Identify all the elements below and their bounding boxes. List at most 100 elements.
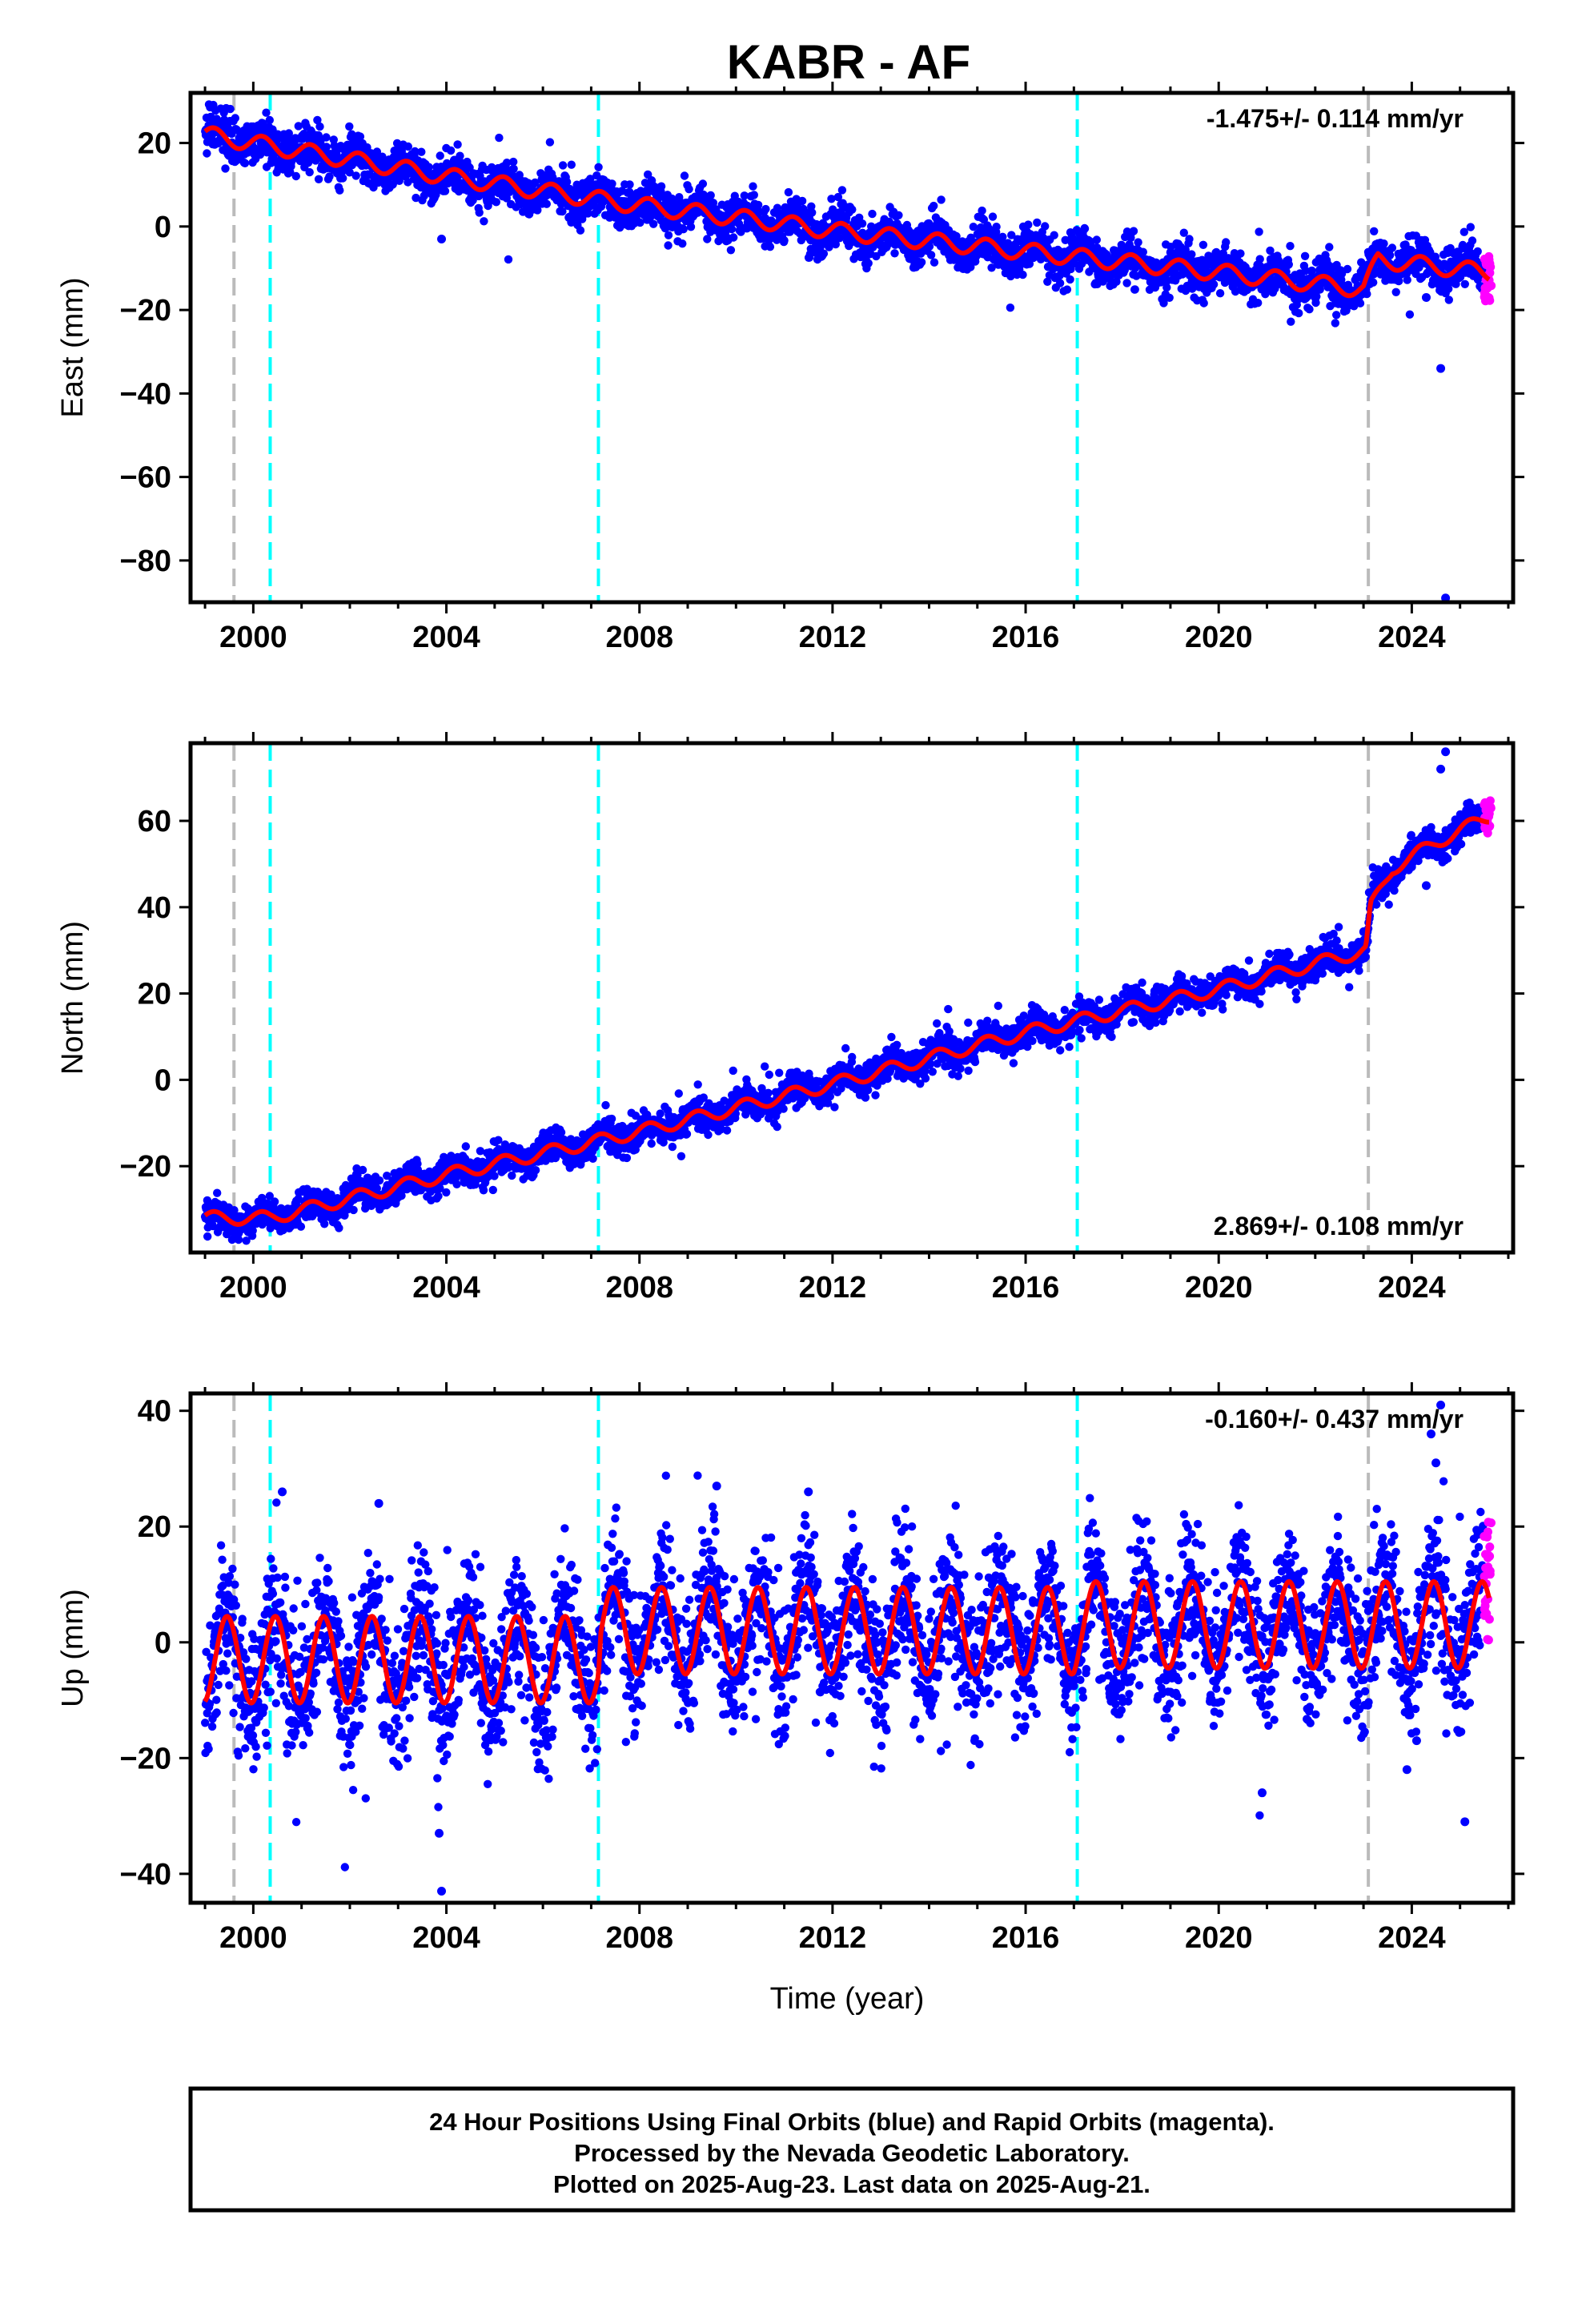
data-point [203, 1232, 212, 1241]
y-tick-label: 0 [155, 211, 171, 244]
data-point [479, 1186, 488, 1195]
data-point [412, 193, 420, 203]
data-point [831, 239, 841, 249]
x-tick-label: 2012 [799, 621, 867, 654]
data-point [848, 205, 857, 214]
data-point [475, 208, 484, 217]
data-point [355, 132, 365, 141]
data-point [952, 231, 961, 241]
data-point [797, 196, 807, 206]
data-point [1391, 287, 1400, 296]
data-point [1363, 289, 1371, 299]
data-point [1403, 275, 1411, 284]
x-tick-label: 2016 [992, 621, 1060, 654]
data-point [262, 108, 271, 117]
data-point [749, 191, 758, 199]
data-point [504, 255, 513, 264]
data-point [819, 249, 829, 258]
data-point [1385, 251, 1395, 259]
data-point [1185, 235, 1194, 243]
data-point [1098, 277, 1108, 286]
data-point [325, 172, 334, 181]
data-point [625, 180, 634, 189]
data-point [1033, 218, 1042, 227]
y-axis-label: East (mm) [56, 277, 90, 417]
data-point [808, 208, 817, 217]
east-panel: 2000 2004 2008 2012 2016 2020 2024200−20−40−60… [56, 82, 1524, 654]
data-point [992, 223, 1001, 231]
data-point [1480, 255, 1489, 263]
data-point [434, 1192, 443, 1200]
data-point [1484, 293, 1494, 303]
data-point [1199, 299, 1208, 308]
data-point [1370, 227, 1379, 235]
data-point [1024, 220, 1033, 229]
data-point [351, 171, 360, 180]
y-tick-label: −60 [120, 461, 171, 495]
data-point [558, 207, 567, 216]
data-point [622, 1153, 632, 1163]
data-point [966, 263, 975, 271]
data-point [1055, 279, 1065, 287]
data-point [825, 243, 833, 251]
data-point [753, 200, 763, 210]
data-point [221, 164, 230, 173]
data-point [545, 138, 555, 147]
rate-label: -1.475+/- 0.114 mm/yr [1207, 104, 1464, 133]
data-point [586, 175, 595, 183]
data-point [542, 199, 551, 208]
data-point [987, 263, 996, 272]
data-point [1080, 224, 1090, 233]
data-point [988, 212, 998, 221]
data-point [678, 239, 687, 248]
data-point [998, 232, 1007, 241]
data-point [1130, 285, 1139, 294]
data-point [495, 133, 504, 143]
data-point [424, 163, 433, 171]
data-point [1187, 250, 1196, 259]
data-point [703, 235, 712, 243]
data-point [890, 249, 899, 258]
data-point [1300, 251, 1310, 260]
data-point [1122, 279, 1131, 287]
data-point [1025, 259, 1034, 268]
data-point [576, 226, 585, 235]
data-point [345, 168, 354, 177]
data-point [509, 157, 518, 167]
data-point [322, 133, 331, 142]
data-point [1307, 266, 1316, 275]
data-point [436, 151, 444, 160]
data-point [1473, 247, 1482, 256]
y-tick-label: −40 [120, 377, 171, 411]
data-point [1255, 227, 1263, 236]
outlier-point [1421, 292, 1431, 302]
x-tick-label: 2024 [1378, 621, 1446, 654]
data-point [1041, 222, 1050, 231]
data-point [833, 192, 843, 202]
data-point [969, 223, 978, 231]
data-point [349, 1205, 358, 1215]
data-point [375, 1176, 384, 1185]
data-point [562, 178, 572, 187]
data-point [213, 1188, 222, 1197]
data-point [329, 135, 338, 144]
data-point [749, 182, 757, 191]
north-panel: 2000 2004 2008 2012 2016 2020 20246040200−20No… [56, 732, 1524, 1305]
data-point [1325, 243, 1334, 251]
data-point [1199, 240, 1208, 249]
data-point [773, 203, 782, 212]
data-point [727, 224, 737, 234]
data-point [664, 231, 673, 239]
data-point [649, 219, 658, 228]
data-point [502, 159, 512, 167]
y-tick-label: −20 [120, 294, 171, 328]
data-point [1007, 231, 1016, 239]
y-tick-label: −80 [120, 545, 171, 578]
data-point [1331, 319, 1340, 328]
data-point [1134, 238, 1142, 247]
data-point [314, 175, 323, 183]
data-point [930, 258, 939, 267]
data-point [531, 1166, 540, 1175]
data-point [303, 158, 313, 167]
